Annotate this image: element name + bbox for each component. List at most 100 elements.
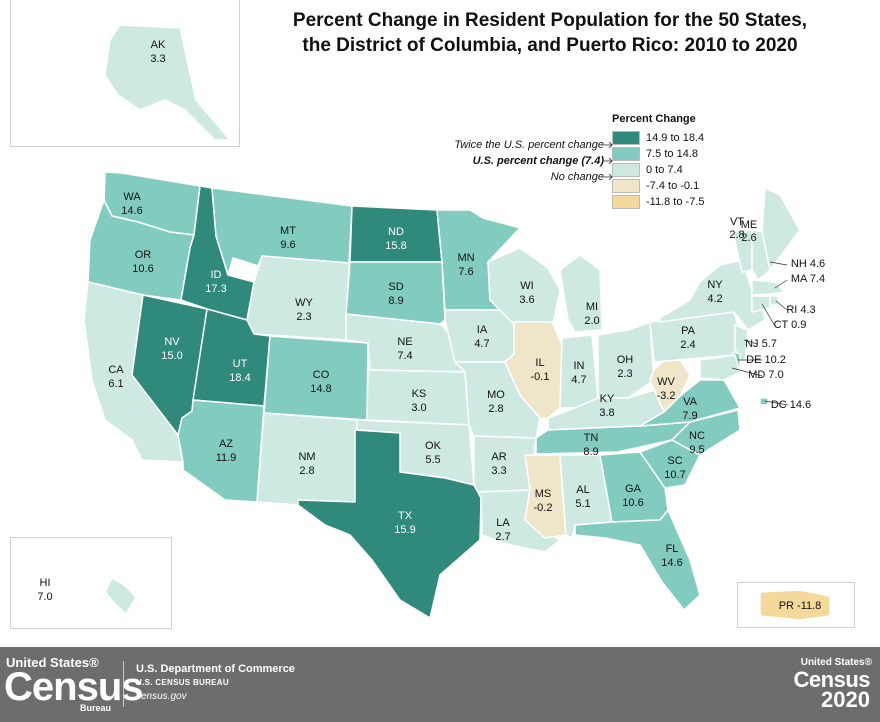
state-nh[interactable] bbox=[751, 229, 771, 281]
legend-class-2: 7.5 to 14.8 bbox=[612, 147, 722, 162]
state-abbr-wv: WV bbox=[657, 376, 675, 388]
state-abbr-wy: WY bbox=[295, 297, 313, 309]
state-abbr-ak: AK bbox=[151, 39, 166, 51]
state-ct[interactable] bbox=[751, 295, 771, 313]
state-value-co: 14.8 bbox=[310, 383, 331, 395]
state-az[interactable] bbox=[177, 399, 265, 503]
state-value-tx: 15.9 bbox=[394, 524, 415, 536]
state-ma[interactable] bbox=[751, 279, 786, 296]
state-abbr-ky: KY bbox=[600, 393, 615, 405]
state-shapes bbox=[83, 24, 831, 621]
state-abbr-al: AL bbox=[576, 484, 589, 496]
state-value-mo: 2.8 bbox=[488, 403, 503, 415]
state-label-ri: RI 4.3 bbox=[786, 304, 815, 316]
state-abbr-nd: ND bbox=[388, 226, 404, 238]
state-value-wv: -3.2 bbox=[657, 390, 676, 402]
state-abbr-pa: PA bbox=[681, 325, 696, 337]
state-abbr-fl: FL bbox=[666, 543, 679, 555]
state-mi[interactable] bbox=[559, 254, 603, 333]
leader-line bbox=[764, 400, 789, 406]
state-value-ca: 6.1 bbox=[108, 378, 123, 390]
leader-line bbox=[743, 339, 758, 345]
state-value-hi: 7.0 bbox=[37, 591, 52, 603]
state-md[interactable] bbox=[699, 354, 741, 381]
state-abbr-oh: OH bbox=[617, 354, 634, 366]
census-logo-bureau: Bureau bbox=[80, 703, 112, 713]
legend-class-4: -7.4 to -0.1 bbox=[612, 179, 722, 194]
state-label-dc: DC 14.6 bbox=[771, 399, 811, 411]
legend-label-2: 7.5 to 14.8 bbox=[646, 148, 698, 160]
state-value-vt: 2.8 bbox=[729, 229, 744, 241]
state-value-oh: 2.3 bbox=[617, 368, 632, 380]
state-abbr-ne: NE bbox=[397, 336, 412, 348]
state-nc[interactable] bbox=[617, 409, 741, 456]
state-abbr-ms: MS bbox=[535, 488, 552, 500]
state-value-ms: -0.2 bbox=[534, 502, 553, 514]
state-abbr-hi: HI bbox=[40, 577, 51, 589]
state-value-ok: 5.5 bbox=[425, 454, 440, 466]
leader-line bbox=[775, 300, 788, 311]
state-abbr-sc: SC bbox=[667, 455, 682, 467]
state-abbr-ut: UT bbox=[233, 358, 248, 370]
state-tx[interactable] bbox=[297, 429, 482, 619]
footer: United States® Census Bureau U.S. Depart… bbox=[0, 647, 880, 722]
map-title-line-2: the District of Columbia, and Puerto Ric… bbox=[302, 35, 798, 56]
state-value-mi: 2.0 bbox=[584, 315, 599, 327]
hawaii-inset bbox=[10, 537, 172, 629]
state-abbr-ia: IA bbox=[477, 324, 488, 336]
state-abbr-ny: NY bbox=[707, 279, 723, 291]
state-value-ut: 18.4 bbox=[229, 372, 250, 384]
state-label-pr: PR -11.8 bbox=[779, 600, 822, 612]
state-abbr-wi: WI bbox=[520, 280, 533, 292]
state-value-sd: 8.9 bbox=[388, 295, 403, 307]
leader-line bbox=[774, 279, 788, 289]
state-abbr-ca: CA bbox=[108, 364, 124, 376]
state-value-nc: 9.5 bbox=[689, 444, 704, 456]
state-label-vt: VT bbox=[730, 216, 744, 228]
census2020-year: 2020 bbox=[821, 687, 870, 712]
map-title-line-1: Percent Change in Resident Population fo… bbox=[292, 10, 808, 31]
state-ak[interactable] bbox=[104, 24, 231, 141]
state-value-nd: 15.8 bbox=[385, 240, 406, 252]
leader-lines bbox=[731, 261, 789, 406]
state-value-nv: 15.0 bbox=[161, 350, 182, 362]
state-ri[interactable] bbox=[769, 295, 779, 306]
state-label-me: ME bbox=[741, 219, 758, 231]
legend-note-arrows bbox=[604, 141, 613, 181]
state-abbr-il: IL bbox=[535, 357, 544, 369]
state-pr[interactable] bbox=[759, 589, 831, 621]
website-link[interactable]: census.gov bbox=[136, 691, 187, 702]
state-sc[interactable] bbox=[639, 439, 701, 489]
state-fl[interactable] bbox=[574, 509, 701, 611]
state-value-id: 17.3 bbox=[205, 283, 226, 295]
legend-label-4: -7.4 to -0.1 bbox=[646, 180, 700, 192]
state-value-ga: 10.6 bbox=[622, 497, 643, 509]
state-value-wy: 2.3 bbox=[296, 311, 311, 323]
state-abbr-va: VA bbox=[683, 396, 698, 408]
state-sd[interactable] bbox=[345, 261, 446, 325]
state-value-or: 10.6 bbox=[132, 263, 153, 275]
census-logo-top: United States® bbox=[6, 655, 99, 670]
state-dc[interactable] bbox=[759, 397, 769, 406]
legend-note-twice: Twice the U.S. percent change bbox=[454, 139, 604, 151]
state-hi[interactable] bbox=[104, 577, 137, 615]
state-abbr-mn: MN bbox=[457, 252, 474, 264]
state-value-in: 4.7 bbox=[571, 374, 586, 386]
state-label-nh: NH 4.6 bbox=[791, 258, 825, 270]
state-value-wa: 14.6 bbox=[121, 205, 142, 217]
legend-swatch-4 bbox=[612, 179, 640, 193]
state-abbr-ar: AR bbox=[491, 451, 506, 463]
state-il[interactable] bbox=[504, 321, 563, 419]
state-value-mt: 9.6 bbox=[280, 239, 295, 251]
state-value-ak: 3.3 bbox=[150, 53, 165, 65]
state-wv[interactable] bbox=[649, 359, 691, 413]
state-abbr-id: ID bbox=[211, 269, 222, 281]
state-abbr-co: CO bbox=[313, 369, 330, 381]
legend-title: Percent Change bbox=[612, 113, 696, 125]
state-value-nm: 2.8 bbox=[299, 465, 314, 477]
state-abbr-nv: NV bbox=[164, 336, 180, 348]
state-value-il: -0.1 bbox=[531, 371, 550, 383]
leader-line bbox=[769, 261, 788, 266]
state-value-pa: 2.4 bbox=[680, 339, 695, 351]
census2020-logo: Census bbox=[793, 667, 871, 692]
